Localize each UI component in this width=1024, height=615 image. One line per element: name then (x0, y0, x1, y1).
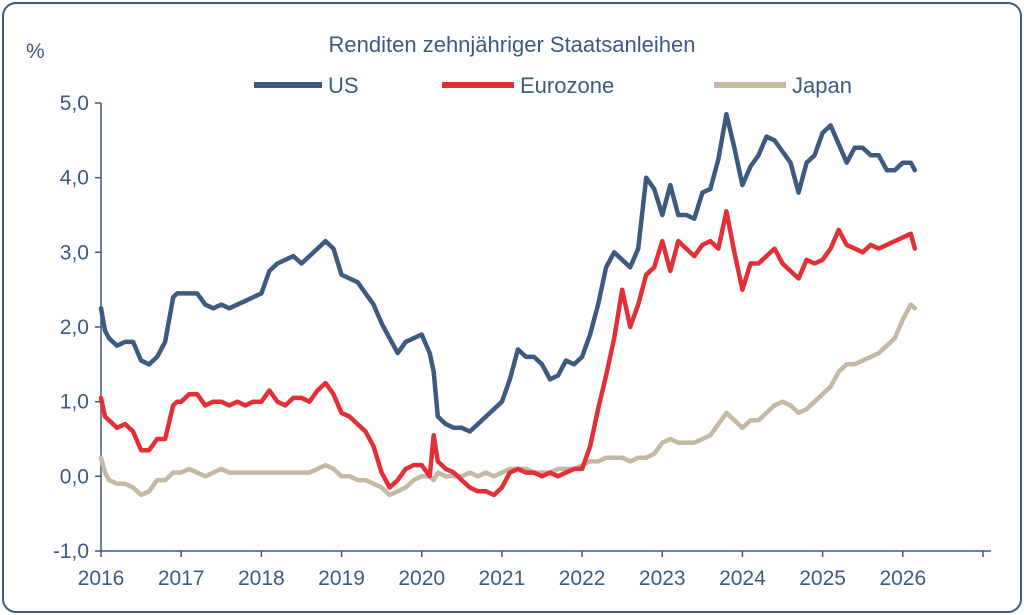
series-line-japan (98, 302, 918, 498)
y-tick-label: 2,0 (60, 316, 89, 339)
x-tick-label: 2026 (879, 567, 926, 590)
y-tick-label: 0,0 (60, 465, 89, 488)
legend-label-us: US (328, 73, 359, 98)
y-tick-label: 5,0 (60, 92, 89, 115)
legend: US Eurozone Japan (254, 73, 852, 98)
x-tick-label: 2022 (559, 567, 606, 590)
y-tick-label: 3,0 (60, 241, 89, 264)
y-tick-label: 4,0 (60, 167, 89, 190)
x-tick-label: 2017 (158, 567, 205, 590)
y-tick-label: 1,0 (60, 391, 89, 414)
legend-label-eurozone: Eurozone (520, 73, 614, 98)
x-tick-label: 2018 (238, 567, 285, 590)
series-line-us (98, 111, 918, 434)
axes: -1,0 0,0 1,0 2,0 3,0 4,0 5,0 2016 2017 2018 2019 20… (53, 92, 991, 590)
chart-title: Renditen zehnjähriger Staatsanleihen (329, 32, 696, 57)
y-tick-label: -1,0 (53, 540, 89, 563)
x-tick-label: 2021 (479, 567, 526, 590)
x-tick-label: 2020 (398, 567, 445, 590)
y-unit-label: % (26, 40, 45, 63)
legend-label-japan: Japan (792, 73, 852, 98)
x-tick-label: 2023 (639, 567, 686, 590)
x-tick-label: 2024 (719, 567, 766, 590)
x-tick-label: 2025 (799, 567, 846, 590)
x-tick-label: 2019 (318, 567, 365, 590)
series-lines (98, 111, 918, 498)
x-tick-label: 2016 (78, 567, 125, 590)
series-line-eurozone (98, 209, 918, 498)
